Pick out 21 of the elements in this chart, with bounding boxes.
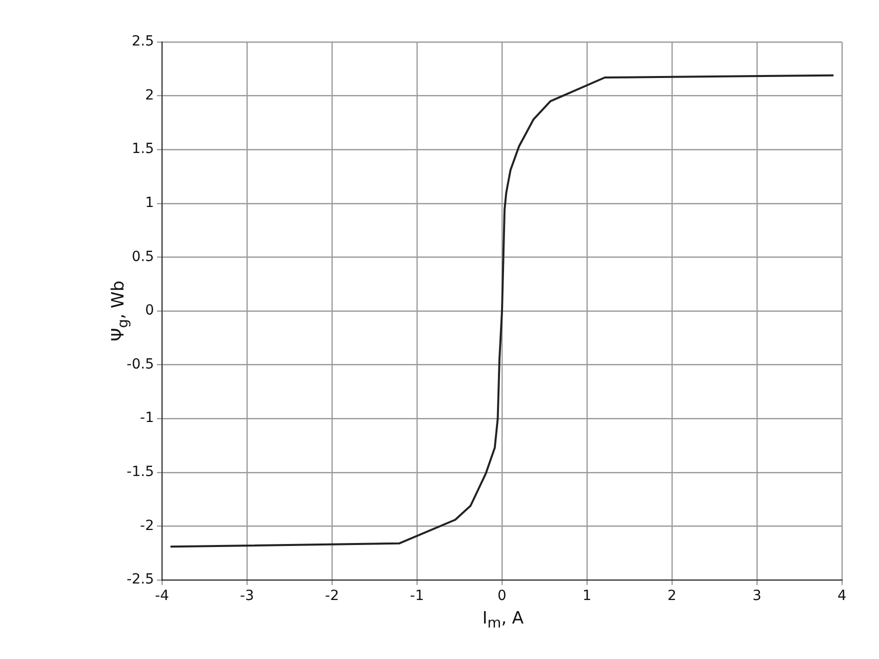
x-tick-label: -3	[240, 588, 254, 604]
x-tick-label: 3	[752, 588, 762, 604]
y-tick-label: 2	[145, 87, 154, 104]
x-tick-label: -2	[325, 588, 339, 604]
x-tick-label: 1	[582, 588, 592, 604]
y-tick-label: -1	[140, 410, 154, 426]
y-tick-label: 2.5	[132, 34, 154, 50]
y-tick-label: -2	[140, 518, 154, 534]
x-tick-label: -1	[410, 588, 424, 604]
y-tick-label: 1.5	[132, 141, 154, 158]
y-tick-label: 1	[145, 195, 154, 212]
x-tick-label: 0	[498, 588, 506, 604]
y-tick-label: -2.5	[126, 572, 154, 588]
y-tick-label: -1.5	[126, 464, 154, 480]
x-axis-title: I$_{m}$, A	[482, 608, 524, 632]
x-tick-label: 4	[838, 588, 847, 604]
x-tick-label: -4	[155, 588, 170, 604]
x-tick-label: 2	[668, 588, 676, 604]
y-tick-label: 0.5	[132, 248, 154, 265]
y-tick-label: 0	[145, 302, 154, 319]
y-tick-label: -0.5	[126, 356, 154, 372]
